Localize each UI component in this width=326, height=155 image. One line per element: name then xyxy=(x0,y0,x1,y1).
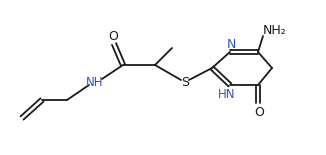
Text: O: O xyxy=(254,106,264,119)
Text: N: N xyxy=(226,38,236,51)
Text: NH: NH xyxy=(86,75,104,89)
Text: O: O xyxy=(108,29,118,42)
Text: NH₂: NH₂ xyxy=(263,24,287,38)
Text: HN: HN xyxy=(218,88,236,100)
Text: S: S xyxy=(181,75,189,89)
